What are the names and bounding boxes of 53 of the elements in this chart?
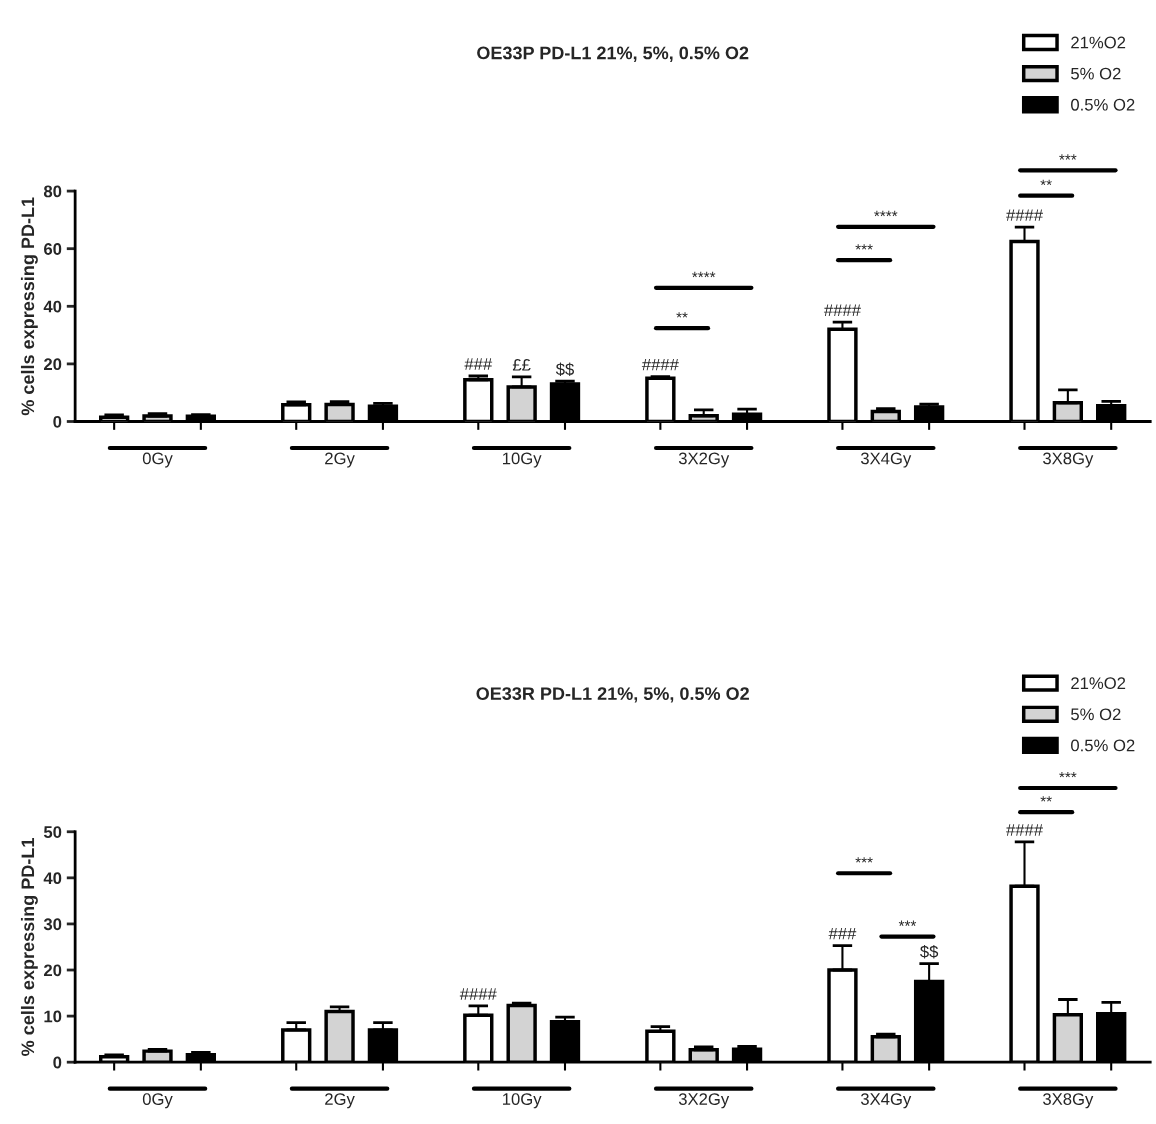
y-tick-label: 20	[43, 358, 62, 371]
y-tick-label: 40	[43, 872, 62, 885]
data-label: ####	[459, 988, 497, 1000]
y-tick-label: 40	[43, 300, 62, 313]
y-tick-label: 10	[44, 1010, 62, 1023]
annotation: ***	[898, 920, 917, 926]
x-tick-label: 3X8Gy	[1043, 1093, 1094, 1109]
chart-title: OE33R PD-L1 21%, 5%, 0.5% O2	[476, 687, 749, 703]
x-tick-label: 10Gy	[503, 1093, 542, 1109]
annotation: ***	[855, 857, 873, 863]
x-tick-label: 10Gy	[503, 452, 542, 468]
data-label: ###	[828, 927, 857, 940]
x-tick-label: 3X4Gy	[860, 1093, 912, 1109]
annotation: ****	[874, 210, 898, 217]
y-tick-label: 80	[43, 185, 62, 198]
x-tick-label: 3X2Gy	[678, 452, 730, 468]
legend-label: 0.5% O2	[1071, 98, 1135, 111]
data-label: ££	[512, 358, 531, 371]
y-tick-label: 50	[43, 826, 62, 838]
y-tick-label: 30	[43, 918, 62, 931]
data-label: $$	[920, 944, 939, 959]
x-tick-label: 3X2Gy	[678, 1093, 730, 1109]
annotation: ****	[692, 271, 716, 278]
data-label: ####	[641, 358, 679, 371]
x-tick-label: 0Gy	[142, 452, 173, 468]
x-tick-label: 3X4Gy	[860, 452, 912, 468]
chart-title: OE33P PD-L1 21%, 5%, 0.5% O2	[477, 46, 749, 62]
data-label: $$	[555, 362, 574, 377]
data-label: ###	[464, 358, 493, 370]
text: **	[1040, 179, 1052, 186]
annotation: **	[676, 312, 688, 318]
text: ***	[1059, 154, 1077, 160]
x-tick-label: 2Gy	[325, 452, 355, 468]
legend-label: 21%O2	[1071, 677, 1126, 690]
y-tick-label: 0	[53, 415, 62, 428]
x-tick-label: 0Gy	[142, 1093, 173, 1109]
text: **	[1040, 796, 1052, 802]
x-tick-label: 3X8Gy	[1043, 452, 1094, 468]
legend-label: 5% O2	[1071, 708, 1121, 721]
y-axis-title: % cells expressing PD-L1	[20, 197, 38, 416]
data-label: ####	[1006, 209, 1043, 221]
data-label: ####	[1006, 824, 1043, 836]
x-tick-label: 2Gy	[325, 1093, 355, 1109]
legend-label: 21%O2	[1071, 36, 1126, 49]
y-tick-label: 20	[43, 964, 62, 977]
annotation: ***	[855, 244, 873, 250]
legend-label: 5% O2	[1071, 67, 1121, 80]
data-label: ####	[823, 304, 861, 316]
y-tick-label: 60	[44, 243, 62, 255]
y-axis-title: % cells expressing PD-L1	[20, 838, 38, 1056]
y-tick-label: 0	[53, 1056, 62, 1069]
legend-label: 0.5% O2	[1071, 739, 1135, 752]
text: ***	[1059, 772, 1077, 778]
